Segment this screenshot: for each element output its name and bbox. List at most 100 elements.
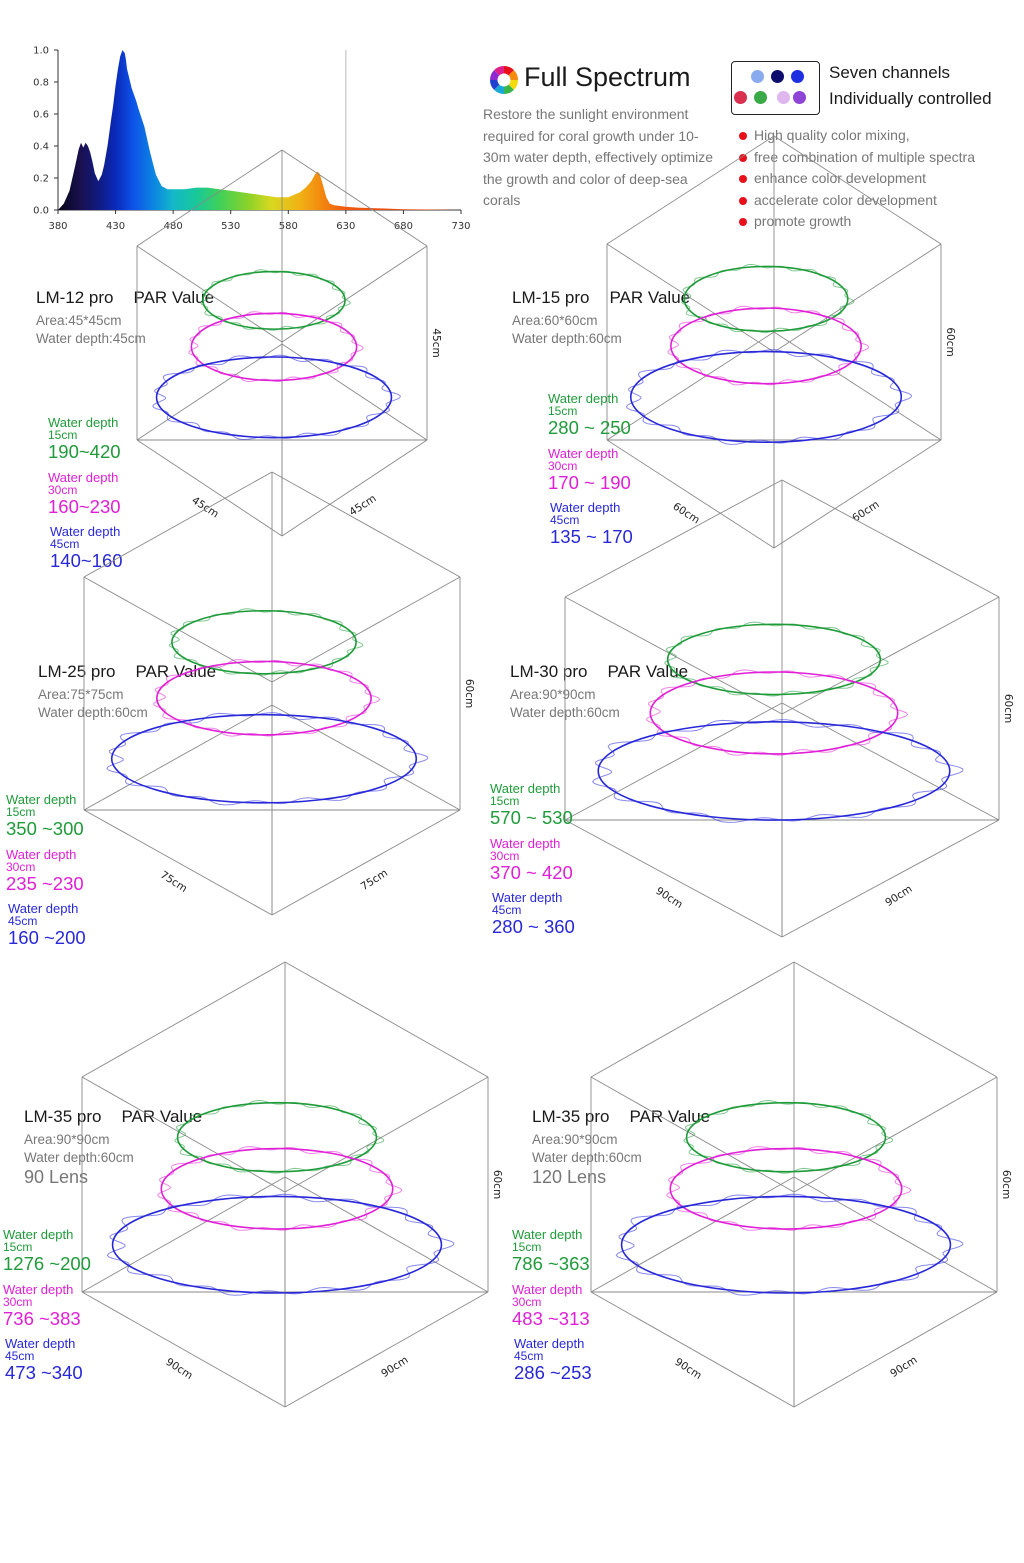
- cube-edge: [773, 331, 942, 441]
- water-depth-spec: Water depth:60cm: [532, 1150, 642, 1165]
- cube-edge: [81, 1076, 286, 1193]
- depth-label: Water depth: [6, 847, 77, 862]
- depth-value: 45cm: [8, 914, 38, 928]
- bullet-icon: [739, 218, 747, 227]
- dimension-label-left: 90cm: [673, 1356, 704, 1382]
- par-ring: [171, 609, 357, 675]
- cube-edge: [606, 439, 775, 549]
- depth-value: 45cm: [514, 1349, 544, 1363]
- dimension-label-height: 60cm: [1000, 1170, 1012, 1199]
- depth-label-block: Water depth 15cm 350 ~300: [6, 793, 84, 839]
- cube-edge: [284, 961, 489, 1078]
- water-depth-spec: Water depth:45cm: [36, 331, 146, 346]
- channel-color-dot: [734, 91, 747, 104]
- cube-edge: [793, 1291, 998, 1408]
- lens-spec: 120 Lens: [532, 1167, 607, 1187]
- depth-value: 45cm: [50, 537, 80, 551]
- cube-edge: [564, 819, 783, 938]
- dimension-label-height: 60cm: [944, 327, 956, 356]
- depth-value: 45cm: [5, 1349, 35, 1363]
- depth-label: Water depth: [48, 470, 119, 485]
- depth-label: Water depth: [5, 1336, 76, 1351]
- water-depth-spec: Water depth:60cm: [24, 1150, 134, 1165]
- depth-value: 15cm: [6, 805, 36, 819]
- bullet-icon: [739, 132, 747, 140]
- par-ring: [649, 671, 899, 755]
- depth-label-block: Water depth 45cm 473 ~340: [5, 1337, 83, 1383]
- depth-value: 30cm: [48, 483, 78, 497]
- par-ring-measured: [188, 311, 364, 383]
- channel-color-dot: [751, 70, 764, 83]
- par-ring-measured: [615, 1193, 964, 1296]
- cube-edge: [81, 961, 286, 1078]
- depth-label-block: Water depth 45cm 135 ~ 170: [550, 501, 633, 547]
- depth-label-block: Water depth 30cm 370 ~ 420: [490, 837, 573, 883]
- dimension-label-height: 60cm: [463, 679, 475, 708]
- depth-label: Water depth: [490, 836, 561, 851]
- par-range: 570 ~ 530: [490, 807, 573, 828]
- depth-value: 15cm: [548, 404, 578, 418]
- dimension-label-right: 90cm: [379, 1354, 410, 1380]
- cube-edge: [136, 439, 283, 537]
- par-ring-measured: [666, 1146, 912, 1231]
- depth-label: Water depth: [48, 415, 119, 430]
- panel-heading: LM-15 pro PAR Value: [512, 288, 690, 308]
- depth-label-block: Water depth 30cm 160~230: [48, 471, 121, 517]
- cube-edge: [606, 331, 775, 441]
- par-ring: [620, 1195, 952, 1294]
- depth-value: 30cm: [512, 1295, 542, 1309]
- par-ring-measured: [683, 1099, 894, 1174]
- par-range: 736 ~383: [3, 1308, 81, 1329]
- panel-heading: LM-30 pro PAR Value: [510, 662, 688, 682]
- par-range: 160~230: [48, 496, 121, 517]
- par-ring-measured: [200, 269, 351, 331]
- depth-label-block: Water depth 45cm 280 ~ 360: [492, 891, 575, 937]
- dimension-label-height: 60cm: [491, 1170, 503, 1199]
- depth-label: Water depth: [6, 792, 77, 807]
- feature-item: accelerate color development: [739, 190, 975, 212]
- y-tick-label: 0.6: [33, 110, 49, 121]
- cube-edge: [271, 471, 461, 578]
- channels-subheading: Individually controlled: [829, 89, 992, 108]
- depth-value: 15cm: [490, 794, 520, 808]
- full-spectrum-description: Restore the sunlight environment require…: [483, 106, 714, 208]
- cube-edge: [284, 1076, 489, 1193]
- par-ring-measured: [591, 719, 964, 823]
- water-depth-spec: Water depth:60cm: [512, 331, 622, 346]
- depth-value: 15cm: [48, 428, 78, 442]
- par-label: PAR Value: [135, 662, 217, 681]
- depth-label: Water depth: [490, 781, 561, 796]
- par-range: 786 ~363: [512, 1253, 590, 1274]
- model-name: LM-35 pro: [532, 1107, 610, 1126]
- depth-label-block: Water depth 15cm 786 ~363: [512, 1228, 590, 1274]
- cube-edge: [284, 1176, 489, 1293]
- model-name: LM-12 pro: [36, 288, 114, 307]
- par-range: 190~420: [48, 441, 121, 462]
- par-ring: [202, 270, 346, 330]
- par-range: 1276 ~200: [3, 1253, 91, 1274]
- depth-label: Water depth: [512, 1282, 583, 1297]
- depth-label-block: Water depth 45cm 140~160: [50, 525, 123, 571]
- cube-edge: [773, 439, 942, 549]
- depth-label-block: Water depth 45cm 286 ~253: [514, 1337, 592, 1383]
- area-spec: Area:75*75cm: [38, 687, 124, 702]
- par-range: 473 ~340: [5, 1362, 83, 1383]
- depth-value: 30cm: [548, 459, 578, 473]
- par-range: 483 ~313: [512, 1308, 590, 1329]
- par-label: PAR Value: [133, 288, 215, 307]
- depth-label: Water depth: [492, 890, 563, 905]
- channel-color-dot: [777, 91, 790, 104]
- par-range: 280 ~ 360: [492, 916, 575, 937]
- par-ring-measured: [667, 305, 870, 386]
- cube-edge: [590, 961, 795, 1078]
- area-spec: Area:90*90cm: [24, 1132, 110, 1147]
- cube-edge: [606, 135, 775, 245]
- depth-value: 45cm: [550, 513, 580, 527]
- color-wheel-icon: [490, 66, 518, 94]
